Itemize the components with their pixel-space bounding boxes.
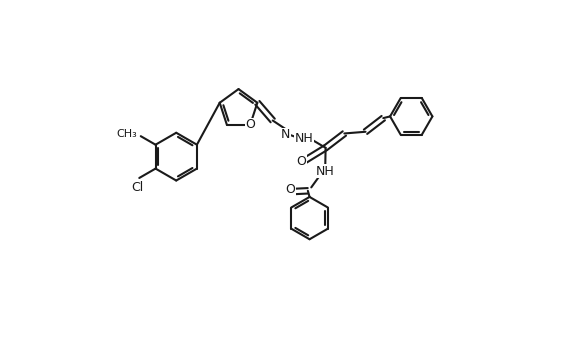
Text: O: O [245, 118, 255, 131]
Text: O: O [285, 183, 295, 196]
Text: O: O [296, 155, 306, 168]
Text: CH₃: CH₃ [117, 129, 138, 139]
Text: N: N [281, 128, 290, 141]
Text: Cl: Cl [131, 181, 144, 194]
Text: NH: NH [315, 164, 334, 178]
Text: NH: NH [295, 132, 314, 145]
